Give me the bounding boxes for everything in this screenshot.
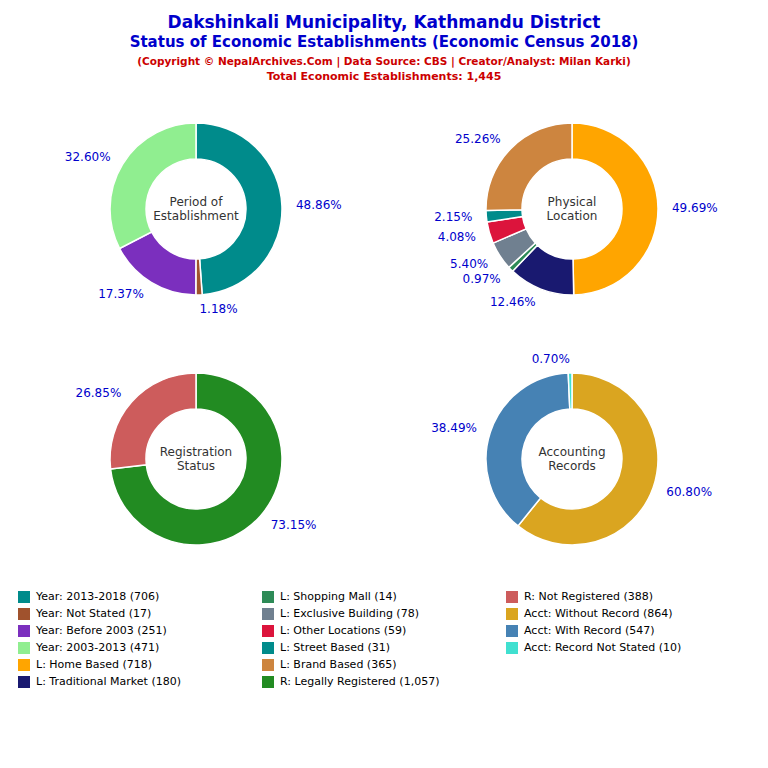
html-text:Acct: With Record (547): Acct: With Record (547): [524, 624, 655, 637]
svg-text:5.40%: 5.40%: [450, 257, 488, 271]
html-text:Period of Establishment: Period of Establishment: [153, 195, 239, 223]
svg-text:49.69%: 49.69%: [672, 201, 718, 215]
svg-text:26.85%: 26.85%: [76, 386, 122, 400]
html-text:Year: Not Stated (17): Year: Not Stated (17): [36, 607, 152, 620]
html-text:R: Not Registered (388): R: Not Registered (388): [524, 590, 654, 603]
html-text:R: Legally Registered (1,057): R: Legally Registered (1,057): [280, 675, 440, 688]
svg-text:4.08%: 4.08%: [438, 230, 476, 244]
html-text:Dakshinkali Municipality, Kath: Dakshinkali Municipality, Kathmandu Dist…: [167, 12, 601, 32]
html-text:L: Traditional Market (180): L: Traditional Market (180): [36, 675, 181, 688]
html-text:L: Shopping Mall (14): L: Shopping Mall (14): [280, 590, 397, 603]
html-text:L: Brand Based (365): L: Brand Based (365): [280, 658, 397, 671]
svg-text:2.15%: 2.15%: [434, 210, 472, 224]
html-text:L: Home Based (718): L: Home Based (718): [36, 658, 153, 671]
html-text:Year: 2013-2018 (706): Year: 2013-2018 (706): [36, 590, 160, 603]
html-text:Total Economic Establishments:: Total Economic Establishments: 1,445: [266, 70, 502, 83]
html-text:L: Street Based (31): L: Street Based (31): [280, 641, 391, 654]
svg-text:17.37%: 17.37%: [98, 287, 144, 301]
html-text:(Copyright © NepalArchives.Com: (Copyright © NepalArchives.Com | Data So…: [137, 55, 631, 67]
svg-text:0.70%: 0.70%: [532, 352, 570, 366]
html-text:Accounting Records: Accounting Records: [538, 445, 606, 473]
html-text:Physical Location: Physical Location: [546, 195, 598, 223]
html-text:Acct: Without Record (864): Acct: Without Record (864): [524, 607, 673, 620]
html-text:Registration Status: Registration Status: [159, 445, 233, 473]
html-text:Year: Before 2003 (251): Year: Before 2003 (251): [36, 624, 167, 637]
svg-text:48.86%: 48.86%: [296, 198, 342, 212]
svg-text:0.97%: 0.97%: [463, 272, 501, 286]
svg-text:32.60%: 32.60%: [65, 150, 111, 164]
html-text:Year: 2003-2013 (471): Year: 2003-2013 (471): [36, 641, 160, 654]
svg-text:12.46%: 12.46%: [490, 295, 536, 309]
svg-text:60.80%: 60.80%: [666, 485, 712, 499]
html-text:L: Other Locations (59): L: Other Locations (59): [280, 624, 407, 637]
svg-text:25.26%: 25.26%: [455, 132, 501, 146]
html-text:L: Exclusive Building (78): L: Exclusive Building (78): [280, 607, 419, 620]
html-text:Status of Economic Establishme: Status of Economic Establishments (Econo…: [129, 33, 639, 51]
svg-text:1.18%: 1.18%: [199, 302, 237, 316]
html-text:Acct: Record Not Stated (10): Acct: Record Not Stated (10): [524, 641, 682, 654]
svg-text:73.15%: 73.15%: [271, 518, 317, 532]
svg-text:38.49%: 38.49%: [431, 421, 477, 435]
